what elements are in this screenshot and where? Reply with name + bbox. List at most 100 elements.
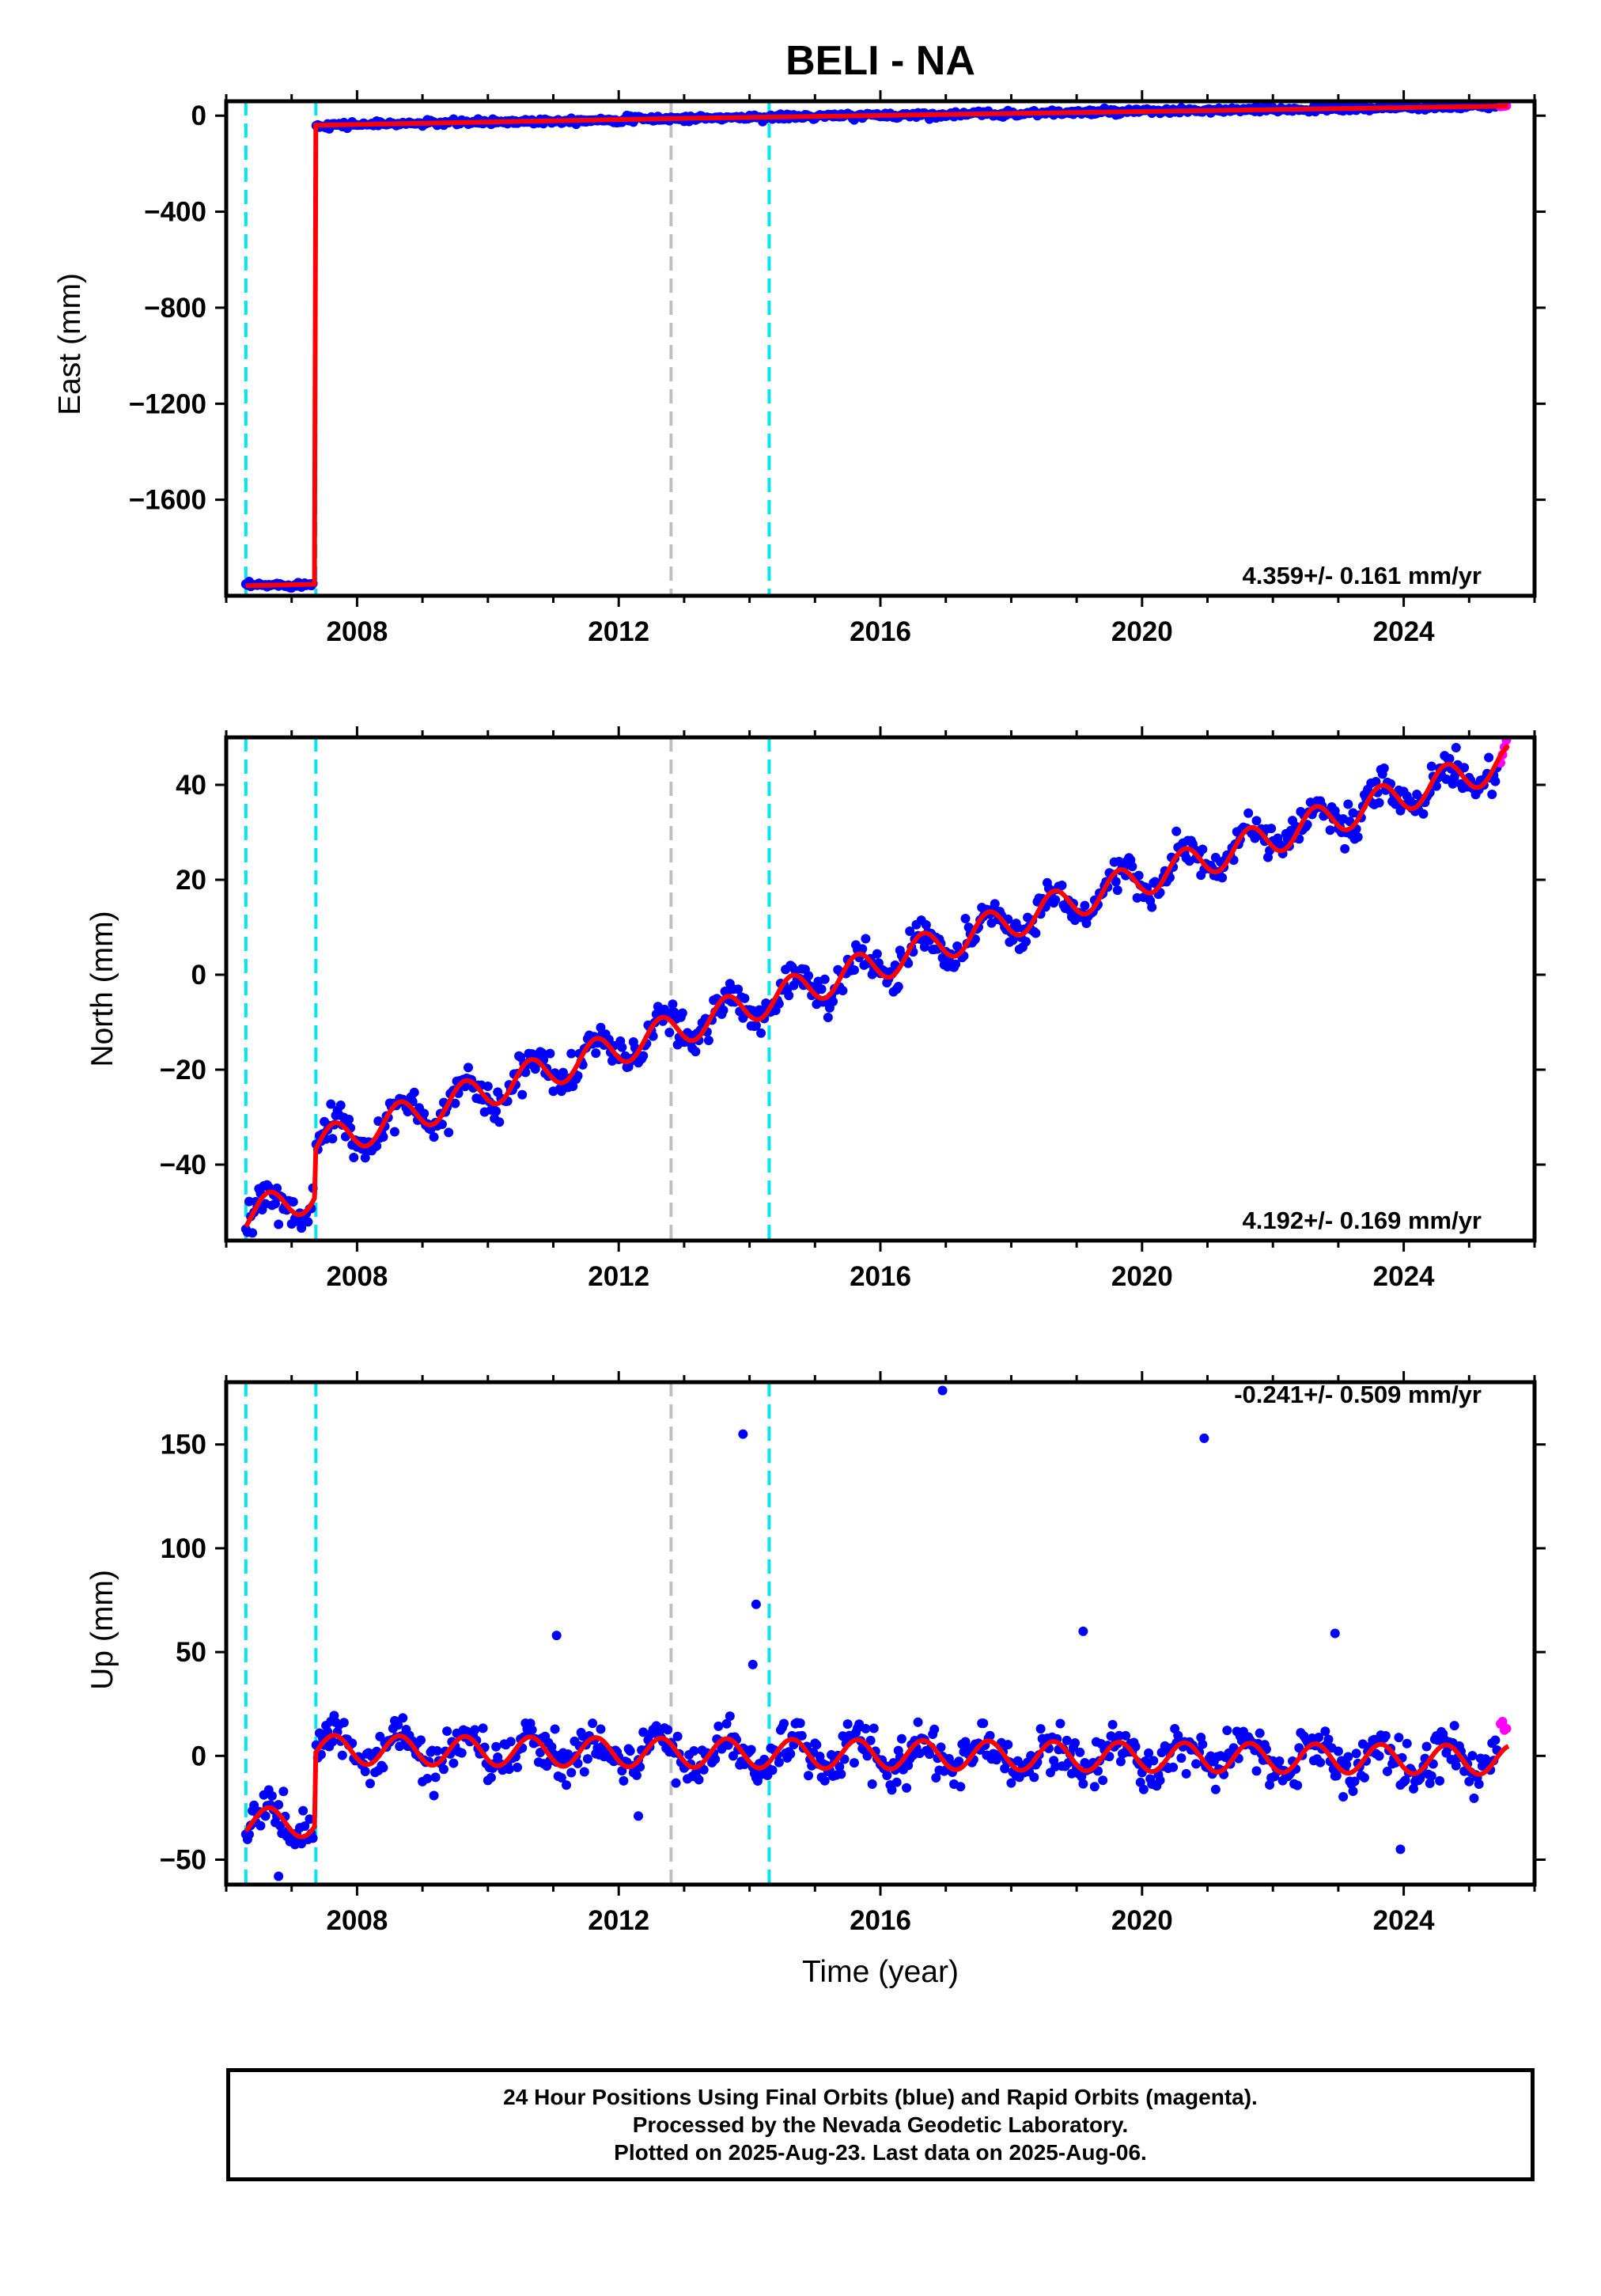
north-point-102 bbox=[409, 1087, 419, 1097]
up-point-721 bbox=[1421, 1741, 1432, 1752]
up-point-753 bbox=[1474, 1779, 1484, 1789]
up-outlier-2 bbox=[1199, 1433, 1209, 1443]
up-point-739 bbox=[1451, 1760, 1461, 1771]
up-point-186 bbox=[547, 1742, 557, 1752]
up-point-139 bbox=[470, 1725, 480, 1735]
east-y-tick-label-3: −1200 bbox=[129, 388, 206, 419]
footer-box: 24 Hour Positions Using Final Orbits (bl… bbox=[226, 2068, 1535, 2181]
up-rapid-orbit-points bbox=[1495, 1717, 1512, 1735]
up-point-439 bbox=[960, 1737, 971, 1747]
north-point-617 bbox=[1251, 816, 1262, 826]
up-point-286 bbox=[710, 1754, 721, 1764]
north-point-38 bbox=[303, 1217, 313, 1227]
east-y-tick-label-4: −1600 bbox=[129, 485, 206, 516]
up-point-106 bbox=[416, 1735, 426, 1745]
east-model-line bbox=[245, 104, 1508, 589]
up-point-206 bbox=[579, 1767, 589, 1777]
north-point-343 bbox=[804, 971, 814, 981]
up-point-670 bbox=[1338, 1791, 1349, 1802]
up-point-656 bbox=[1315, 1757, 1326, 1767]
north-point-62 bbox=[344, 1114, 354, 1124]
north-point-311 bbox=[751, 1021, 761, 1031]
up-point-288 bbox=[713, 1721, 724, 1731]
north-point-727 bbox=[1431, 781, 1441, 791]
up-point-580 bbox=[1191, 1759, 1202, 1769]
north-point-759 bbox=[1484, 752, 1494, 763]
up-x-tick-label-2: 2016 bbox=[850, 1905, 911, 1936]
up-point-75 bbox=[365, 1779, 375, 1789]
up-y-tick-label-3: 0 bbox=[191, 1741, 206, 1771]
north-point-123 bbox=[444, 1127, 454, 1138]
east-rate-label: 4.359+/- 0.161 mm/yr bbox=[1243, 562, 1482, 589]
up-point-72 bbox=[360, 1767, 370, 1777]
north-point-724 bbox=[1426, 761, 1436, 771]
up-point-661 bbox=[1323, 1734, 1334, 1745]
up-point-242 bbox=[638, 1727, 649, 1737]
east-x-tick-label-2: 2016 bbox=[850, 616, 911, 647]
north-point-65 bbox=[349, 1153, 359, 1163]
north-point-248 bbox=[648, 1031, 658, 1041]
up-rate-label: -0.241+/- 0.509 mm/yr bbox=[1234, 1381, 1482, 1408]
up-y-tick-label-2: 50 bbox=[176, 1637, 206, 1668]
up-point-666 bbox=[1331, 1771, 1342, 1781]
up-point-39 bbox=[305, 1814, 315, 1824]
north-point-300 bbox=[733, 984, 744, 995]
north-point-282 bbox=[703, 1035, 713, 1045]
up-point-683 bbox=[1359, 1772, 1369, 1783]
up-point-165 bbox=[513, 1762, 523, 1772]
up-point-383 bbox=[869, 1723, 879, 1733]
north-point-531 bbox=[1111, 877, 1121, 887]
north-point-385 bbox=[872, 949, 882, 959]
north-point-185 bbox=[545, 1048, 555, 1059]
up-point-35 bbox=[298, 1805, 308, 1816]
up-point-21 bbox=[275, 1821, 286, 1831]
up-point-747 bbox=[1464, 1776, 1474, 1786]
up-point-230 bbox=[619, 1775, 629, 1786]
up-point-571 bbox=[1176, 1753, 1187, 1764]
up-point-338 bbox=[795, 1718, 805, 1728]
east-y-tick-label-1: −400 bbox=[144, 197, 206, 228]
north-point-695 bbox=[1379, 763, 1389, 773]
north-point-679 bbox=[1353, 832, 1363, 842]
north-x-tick-label-4: 2024 bbox=[1373, 1261, 1435, 1292]
up-point-116 bbox=[432, 1745, 442, 1756]
up-point-574 bbox=[1181, 1768, 1191, 1779]
north-point-371 bbox=[849, 965, 859, 976]
north-point-242 bbox=[638, 1051, 649, 1061]
up-point-558 bbox=[1155, 1775, 1165, 1786]
up-point-729 bbox=[1435, 1775, 1445, 1786]
north-x-tick-label-0: 2008 bbox=[326, 1261, 388, 1292]
north-point-291 bbox=[718, 1005, 729, 1015]
up-point-115 bbox=[430, 1772, 441, 1783]
north-point-733 bbox=[1441, 774, 1451, 784]
up-point-529 bbox=[1107, 1719, 1118, 1730]
up-point-659 bbox=[1320, 1726, 1330, 1737]
north-point-258 bbox=[664, 1028, 675, 1038]
north-point-202 bbox=[573, 1070, 583, 1081]
north-rate-label: 4.192+/- 0.169 mm/yr bbox=[1243, 1207, 1482, 1234]
up-point-152 bbox=[491, 1741, 501, 1752]
footer-line-2: Processed by the Nevada Geodetic Laborat… bbox=[632, 2112, 1129, 2137]
north-point-4 bbox=[248, 1228, 258, 1238]
up-point-308 bbox=[746, 1745, 756, 1755]
up-point-677 bbox=[1349, 1776, 1360, 1786]
up-point-738 bbox=[1449, 1721, 1459, 1731]
up-point-131 bbox=[456, 1748, 467, 1758]
footer-line-1: 24 Hour Positions Using Final Orbits (bl… bbox=[503, 2085, 1258, 2109]
north-y-tick-label-2: 0 bbox=[191, 960, 206, 991]
up-point-509 bbox=[1075, 1747, 1085, 1757]
north-point-364 bbox=[838, 986, 848, 996]
north-point-761 bbox=[1487, 789, 1497, 799]
up-point-617 bbox=[1251, 1766, 1262, 1776]
north-point-83 bbox=[378, 1131, 388, 1142]
north-y-tick-label-1: 20 bbox=[176, 865, 206, 896]
up-point-144 bbox=[478, 1723, 488, 1733]
up-x-tick-label-3: 2020 bbox=[1111, 1905, 1173, 1936]
up-point-262 bbox=[671, 1778, 681, 1788]
north-point-494 bbox=[1050, 895, 1061, 905]
east-plot-area bbox=[240, 101, 1512, 596]
north-point-541 bbox=[1127, 862, 1137, 872]
up-point-378 bbox=[861, 1723, 871, 1733]
north-point-353 bbox=[819, 974, 830, 984]
